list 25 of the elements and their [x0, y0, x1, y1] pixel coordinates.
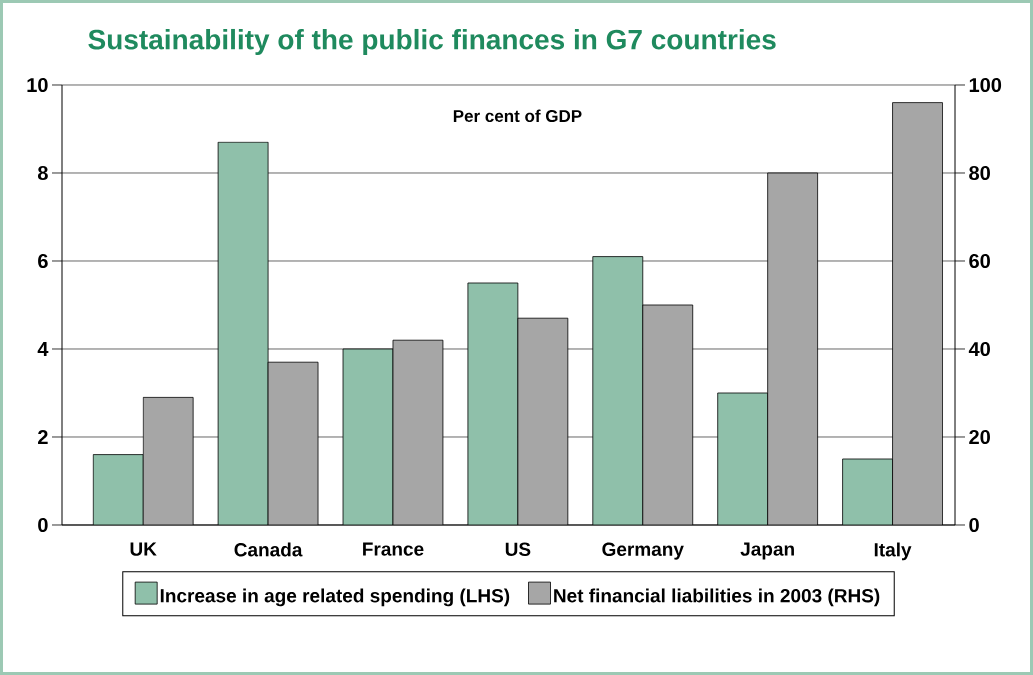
legend-label: Increase in age related spending (LHS)	[160, 588, 510, 607]
y2-tick-label: 20	[969, 429, 990, 445]
x-tick-label: UK	[130, 542, 157, 556]
y2-tick-label: 40	[968, 341, 990, 357]
y2-tick-label: 60	[969, 253, 990, 269]
y-tick-label: 6	[38, 253, 48, 269]
x-tick-label: Japan	[740, 542, 794, 560]
x-tick-label: France	[363, 542, 424, 556]
x-tick-label: Germany	[602, 542, 684, 560]
y-tick-label: 8	[37, 165, 48, 181]
y2-tick-label: 100	[969, 77, 1002, 93]
annotation: Per cent of GDP	[453, 109, 582, 123]
legend-label: Net financial liabilities in 2003 (RHS)	[554, 588, 880, 607]
y2-tick-label: 0	[969, 517, 979, 533]
x-tick-label: US	[505, 542, 531, 556]
y-tick-label: 2	[38, 430, 48, 444]
x-tick-label: Canada	[234, 542, 303, 557]
y-tick-label: 4	[37, 342, 49, 356]
chart-title: Sustainability of the public finances in G7 countries	[88, 28, 776, 56]
x-tick-label: Italy	[874, 542, 912, 561]
y-tick-label: 10	[27, 77, 48, 93]
y-tick-label: 0	[38, 517, 48, 533]
bar	[892, 102, 943, 525]
bar	[767, 173, 818, 525]
y2-tick-label: 80	[969, 165, 990, 181]
